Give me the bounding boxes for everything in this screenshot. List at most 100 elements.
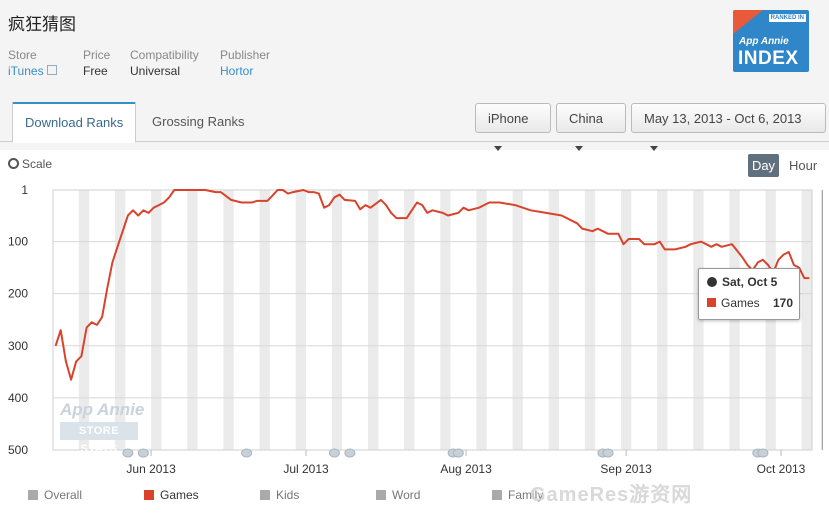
weekend-band: [801, 190, 812, 450]
annotation-marker: [452, 448, 464, 458]
scale-label[interactable]: Scale: [22, 157, 53, 171]
meta-store-key: Store: [8, 48, 37, 62]
chevron-down-icon: [494, 146, 502, 151]
weekend-band: [187, 190, 198, 450]
rank-chart[interactable]: 1 100 200 300 400 500 Jun 2013 Jul 2013 Aug 2013…: [0, 178, 829, 488]
weekend-band: [151, 190, 162, 450]
y-tick-label: 100: [8, 235, 28, 249]
legend-word[interactable]: Word: [376, 488, 420, 502]
weekend-band: [729, 190, 740, 450]
app-title: 疯狂猜图: [8, 15, 76, 35]
tooltip-swatch: [707, 298, 716, 307]
tooltip-date-row: Sat, Oct 5: [707, 275, 777, 289]
legend-family[interactable]: Family: [492, 488, 543, 502]
meta-compatibility: Compatibility Universal: [130, 48, 199, 78]
country-dropdown-label[interactable]: China: [569, 111, 603, 126]
date-range-dropdown[interactable]: May 13, 2013 - Oct 6, 2013: [631, 103, 826, 151]
weekend-band: [440, 190, 451, 450]
weekend-band: [548, 190, 559, 450]
meta-price: Price Free: [83, 48, 110, 78]
legend-games-label[interactable]: Games: [160, 488, 199, 502]
meta-store: Store iTunes: [8, 48, 57, 78]
meta-price-value: Free: [83, 64, 108, 78]
globe-icon: [707, 277, 717, 287]
annotation-marker: [344, 448, 356, 458]
x-tick-label: Aug 2013: [440, 462, 492, 476]
weekend-band: [331, 190, 343, 450]
tooltip-series: Games: [721, 296, 760, 310]
badge-index: INDEX: [738, 48, 799, 69]
weekend-band: [765, 190, 776, 450]
chart-tooltip: Sat, Oct 5 Games 170: [698, 268, 800, 320]
annotation-marker: [602, 448, 614, 458]
annotation-marker: [757, 448, 769, 458]
annotation-marker: [137, 448, 149, 458]
meta-publisher-value[interactable]: Hortor: [220, 64, 254, 78]
tabs-divider: [0, 141, 829, 142]
x-tick-label: Jun 2013: [126, 462, 176, 476]
annotation-marker: [241, 448, 253, 458]
legend-kids-label[interactable]: Kids: [276, 488, 300, 502]
country-dropdown[interactable]: China: [556, 103, 626, 151]
badge-ranked-in: RANKED IN: [768, 14, 806, 22]
legend-swatch: [492, 490, 502, 500]
plot-border: [52, 189, 813, 451]
hour-button[interactable]: Hour: [789, 158, 818, 173]
weekend-band: [404, 190, 415, 450]
day-button[interactable]: Day: [748, 154, 779, 177]
games-series-line: [54, 189, 810, 381]
weekend-band: [693, 190, 704, 450]
legend-word-label[interactable]: Word: [392, 488, 421, 502]
weekend-band: [259, 190, 270, 450]
y-tick-label: 500: [8, 443, 28, 457]
y-tick-label: 300: [8, 339, 28, 353]
legend-kids[interactable]: Kids: [260, 488, 299, 502]
legend-swatch: [144, 490, 154, 500]
zoom-icon: [8, 158, 19, 169]
scale-toggle[interactable]: Scale: [8, 157, 52, 171]
badge-brand: App Annie: [739, 36, 789, 47]
external-link-icon: [46, 65, 57, 75]
date-range-label[interactable]: May 13, 2013 - Oct 6, 2013: [644, 111, 802, 126]
y-tick-label: 200: [8, 287, 28, 301]
gameres-watermark: GameRes游资网: [530, 484, 693, 506]
weekend-band: [657, 190, 668, 450]
device-dropdown[interactable]: iPhone: [475, 103, 551, 151]
weekend-band: [223, 190, 234, 450]
annotation-marker: [122, 448, 134, 458]
weekend-band: [367, 190, 379, 450]
annotation-marker: [328, 448, 340, 458]
meta-store-link[interactable]: iTunes: [8, 64, 57, 78]
legend-games[interactable]: Games: [144, 488, 199, 502]
weekend-band: [78, 190, 90, 450]
legend-overall-label[interactable]: Overall: [44, 488, 83, 502]
chevron-down-icon: [575, 146, 583, 151]
x-tick-label: Oct 2013: [757, 462, 806, 476]
meta-compatibility-key: Compatibility: [130, 48, 199, 62]
meta-publisher-key: Publisher: [220, 48, 271, 62]
weekend-band: [114, 190, 126, 450]
device-dropdown-label[interactable]: iPhone: [488, 111, 529, 126]
meta-store-value[interactable]: iTunes: [8, 64, 44, 78]
legend-swatch: [28, 490, 38, 500]
legend-family-label[interactable]: Family: [508, 488, 544, 502]
y-tick-label: 1: [21, 183, 28, 197]
weekend-band: [512, 190, 523, 450]
meta-publisher: Publisher Hortor: [220, 48, 270, 78]
tooltip-series-row: Games: [707, 296, 760, 310]
meta-compatibility-value: Universal: [130, 64, 181, 78]
store-stats-watermark: STORE STATS: [60, 422, 138, 455]
weekend-band: [584, 190, 596, 450]
x-tick-label: Sep 2013: [600, 462, 652, 476]
weekend-band: [295, 190, 306, 450]
tab-download-ranks[interactable]: Download Ranks: [12, 102, 137, 143]
app-annie-watermark: App Annie: [60, 400, 145, 419]
app-annie-index-badge[interactable]: RANKED IN App Annie INDEX: [733, 10, 809, 72]
chevron-down-icon: [650, 146, 658, 151]
tab-grossing-ranks[interactable]: Grossing Ranks: [152, 114, 245, 129]
tooltip-date: Sat, Oct 5: [722, 275, 778, 289]
legend-swatch: [376, 490, 386, 500]
weekend-band: [620, 190, 632, 450]
legend-overall[interactable]: Overall: [28, 488, 82, 502]
x-tick-label: Jul 2013: [283, 462, 329, 476]
